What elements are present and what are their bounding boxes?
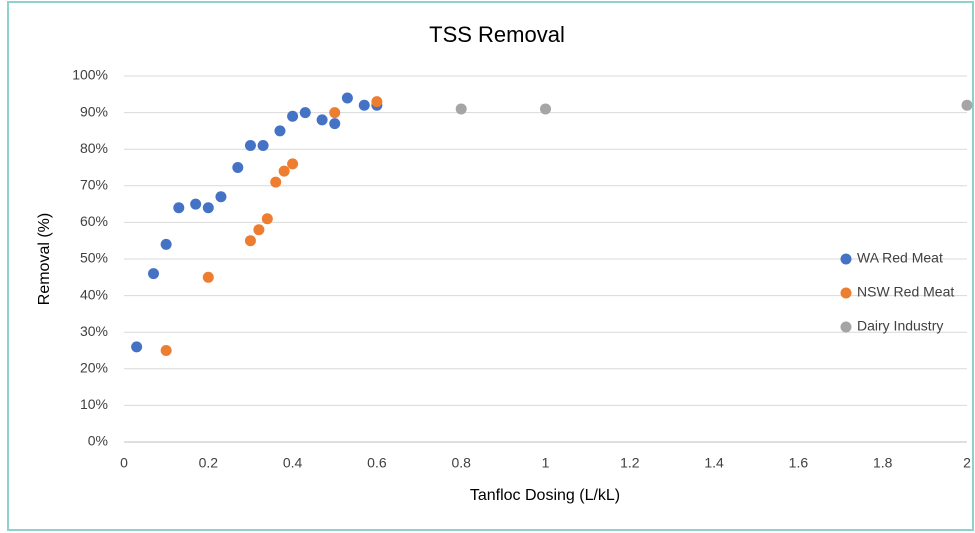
legend-label: Dairy Industry bbox=[857, 318, 943, 334]
point bbox=[287, 110, 299, 122]
y-tick-label: 10% bbox=[80, 396, 108, 412]
point bbox=[287, 158, 299, 170]
y-tick-label: 50% bbox=[80, 250, 108, 266]
point bbox=[261, 213, 273, 225]
point bbox=[131, 341, 143, 353]
x-tick-label: 0.4 bbox=[283, 455, 303, 471]
y-tick-label: 100% bbox=[72, 67, 108, 83]
point bbox=[540, 103, 551, 115]
point bbox=[257, 140, 269, 152]
x-tick-label: 1.6 bbox=[789, 455, 809, 471]
point bbox=[244, 140, 256, 152]
x-tick-label: 0.6 bbox=[367, 455, 387, 471]
point bbox=[202, 202, 214, 214]
point bbox=[202, 271, 214, 283]
y-tick-label: 0% bbox=[88, 433, 108, 449]
point bbox=[270, 176, 282, 188]
y-tick-label: 90% bbox=[80, 103, 108, 119]
x-tick-label: 0.8 bbox=[451, 455, 471, 471]
legend-label: WA Red Meat bbox=[857, 250, 943, 266]
point bbox=[329, 118, 341, 130]
legend-marker bbox=[840, 287, 852, 299]
point bbox=[278, 165, 290, 177]
legend-label: NSW Red Meat bbox=[857, 284, 954, 300]
y-tick-label: 40% bbox=[80, 286, 108, 302]
point bbox=[455, 103, 467, 115]
x-tick-label: 0.2 bbox=[199, 455, 219, 471]
x-tick-label: 1.2 bbox=[620, 455, 640, 471]
x-tick-label: 0 bbox=[120, 455, 128, 471]
point bbox=[160, 345, 172, 356]
legend-marker bbox=[840, 321, 852, 333]
y-tick-label: 80% bbox=[80, 140, 108, 156]
x-axis-title: Tanfloc Dosing (L/kL) bbox=[470, 487, 620, 504]
point bbox=[961, 99, 973, 111]
point bbox=[244, 235, 256, 247]
point bbox=[329, 107, 341, 119]
point bbox=[190, 198, 202, 210]
y-tick-label: 70% bbox=[80, 177, 108, 193]
point bbox=[215, 191, 227, 203]
x-tick-label: 1.4 bbox=[704, 455, 724, 471]
point bbox=[358, 99, 370, 111]
x-tick-label: 1.8 bbox=[873, 455, 893, 471]
point bbox=[316, 114, 328, 126]
x-tick-label: 1 bbox=[542, 455, 550, 471]
point bbox=[173, 202, 185, 214]
y-tick-label: 60% bbox=[80, 213, 108, 229]
point bbox=[341, 92, 353, 104]
point bbox=[253, 224, 265, 236]
chart-title: TSS Removal bbox=[429, 22, 565, 47]
legend-marker bbox=[840, 253, 852, 265]
y-tick-label: 20% bbox=[80, 360, 108, 376]
point bbox=[274, 125, 286, 137]
x-tick-label: 2 bbox=[963, 455, 971, 471]
point bbox=[299, 107, 311, 119]
point bbox=[371, 96, 383, 108]
point bbox=[160, 238, 172, 250]
point bbox=[232, 162, 244, 173]
y-tick-label: 30% bbox=[80, 323, 108, 339]
chart-border bbox=[7, 1, 974, 531]
point bbox=[148, 268, 160, 280]
y-axis-title: Removal (%) bbox=[36, 213, 53, 305]
